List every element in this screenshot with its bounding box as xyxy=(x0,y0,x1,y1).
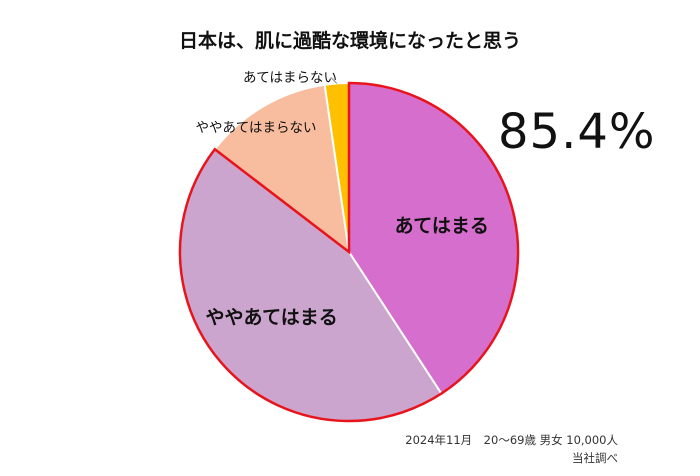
pie-slice-somewhat-disagree xyxy=(213,83,351,255)
slice-label-disagree: あてはまらない xyxy=(243,70,337,86)
slice-label-somewhat-agree: ややあてはまる xyxy=(205,306,337,328)
combined-percentage: 85.4% xyxy=(498,104,656,160)
source-note: 当社調べ xyxy=(572,451,618,465)
chart-title: 日本は、肌に過酷な環境になったと思う xyxy=(178,30,521,52)
slice-label-somewhat-disagree: ややあてはまらない xyxy=(196,120,317,136)
leader-line-disagree xyxy=(330,77,338,84)
slice-label-agree: あてはまる xyxy=(395,215,489,237)
highlight-outline xyxy=(178,81,520,423)
survey-note: 2024年11月 20～69歳 男女 10,000人 xyxy=(405,433,618,447)
